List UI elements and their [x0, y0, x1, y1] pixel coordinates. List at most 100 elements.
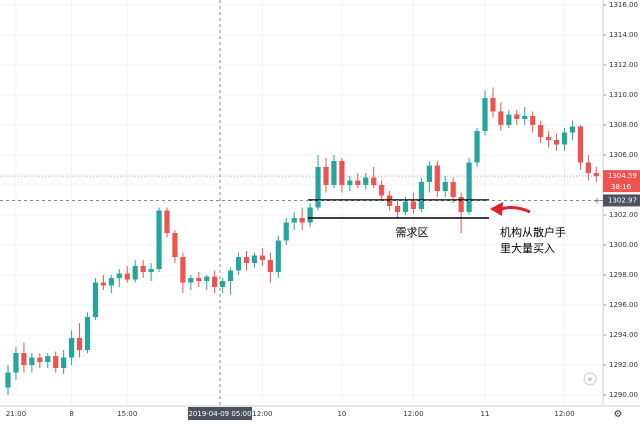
- scroll-button[interactable]: »: [588, 375, 593, 384]
- note-text: 里大量买入: [500, 241, 555, 255]
- candle-body: [577, 126, 583, 163]
- x-tick-label: 12:00: [554, 410, 574, 418]
- candle-body: [196, 278, 202, 282]
- candle-body: [553, 139, 560, 145]
- x-tick-label: 8: [69, 410, 73, 418]
- candle-body: [156, 210, 162, 270]
- candle-body: [291, 218, 297, 223]
- x-tick-label: 12:00: [252, 410, 272, 418]
- last-price-box: [603, 170, 640, 193]
- candle-body: [172, 233, 178, 258]
- candle-body: [474, 130, 480, 163]
- zone-label: 需求区: [396, 226, 429, 239]
- candle-body: [235, 257, 242, 271]
- candle-body: [220, 281, 226, 288]
- y-tick-label: 1306.00: [609, 151, 638, 159]
- crosshair-price: 1302.97: [608, 196, 637, 204]
- candle-body: [482, 97, 488, 131]
- y-tick-label: 1310.00: [609, 91, 638, 99]
- candle-body: [363, 177, 369, 185]
- candle-body: [418, 181, 424, 210]
- candle-body: [561, 132, 568, 145]
- y-tick-label: 1302.00: [609, 211, 638, 219]
- candle-body: [228, 270, 234, 282]
- candle-body: [13, 353, 19, 373]
- settings-icon[interactable]: ⚙: [614, 409, 623, 420]
- candle-body: [132, 266, 138, 280]
- candle-body: [514, 114, 520, 119]
- candle-body: [148, 269, 154, 273]
- candle-body: [61, 357, 67, 369]
- candle-body: [331, 160, 337, 185]
- x-tick-label: 21:00: [6, 410, 26, 418]
- candle-body: [92, 282, 99, 318]
- candle-body: [569, 126, 576, 133]
- candle-body: [251, 255, 258, 264]
- candle-body: [69, 338, 75, 358]
- candle-body: [29, 357, 35, 366]
- candle-body: [37, 357, 43, 363]
- candle-body: [371, 177, 377, 185]
- x-tick-label: 15:00: [117, 410, 137, 418]
- candle-body: [307, 207, 313, 223]
- candle-body: [379, 184, 385, 196]
- candle-body: [21, 353, 27, 366]
- y-tick-label: 1290.00: [609, 391, 638, 399]
- candle-body: [275, 240, 281, 273]
- y-tick-label: 1316.00: [609, 1, 638, 9]
- candle-body: [355, 180, 361, 185]
- candle-body: [498, 111, 504, 125]
- candle-body: [45, 356, 51, 363]
- x-tick-label: 10: [337, 410, 346, 418]
- candle-body: [315, 166, 321, 208]
- scroll-button-ring[interactable]: [583, 372, 597, 386]
- y-tick-label: 1296.00: [609, 301, 638, 309]
- y-tick-label: 1312.00: [609, 61, 638, 69]
- candle-body: [466, 162, 472, 213]
- note-text: 机构从散户手: [500, 225, 566, 239]
- candle-body: [434, 165, 440, 191]
- candle-body: [204, 276, 210, 282]
- crosshair-price-box: [603, 194, 640, 207]
- candle-body: [450, 181, 456, 197]
- candle-body: [180, 257, 186, 283]
- x-tick-label: 12:00: [403, 410, 423, 418]
- countdown: 38:16: [611, 183, 632, 191]
- candle-body: [506, 114, 512, 125]
- candle-body: [124, 273, 130, 280]
- candle-body: [299, 218, 305, 223]
- candle-body: [259, 255, 265, 261]
- candle-body: [490, 97, 496, 112]
- candle-body: [243, 257, 250, 264]
- candle-body: [116, 273, 122, 279]
- candle-body: [212, 276, 218, 288]
- candle-body: [100, 282, 106, 286]
- candle-body: [188, 278, 194, 283]
- candle-body: [323, 166, 329, 185]
- candle-body: [538, 124, 544, 137]
- last-price: 1304.59: [608, 172, 637, 180]
- candles: [5, 87, 599, 396]
- y-tick-label: 1298.00: [609, 271, 638, 279]
- candle-body: [426, 165, 432, 182]
- y-tick-label: 1300.00: [609, 241, 638, 249]
- candle-body: [585, 162, 591, 173]
- y-tick-label: 1308.00: [609, 121, 638, 129]
- crosshair-time-box: [188, 407, 252, 420]
- candle-body: [108, 278, 114, 286]
- candle-body: [140, 266, 146, 273]
- candle-body: [76, 338, 83, 351]
- candle-body: [410, 201, 417, 210]
- y-tick-label: 1294.00: [609, 331, 638, 339]
- candle-body: [593, 172, 599, 177]
- candle-body: [283, 222, 289, 241]
- candle-body: [339, 160, 345, 185]
- arrow-head: [490, 202, 503, 216]
- candle-body: [53, 356, 59, 369]
- crosshair-time: 2019-04-09 05:00: [188, 410, 251, 418]
- candle-body: [5, 372, 11, 388]
- crosshair-plus[interactable]: +: [593, 197, 601, 207]
